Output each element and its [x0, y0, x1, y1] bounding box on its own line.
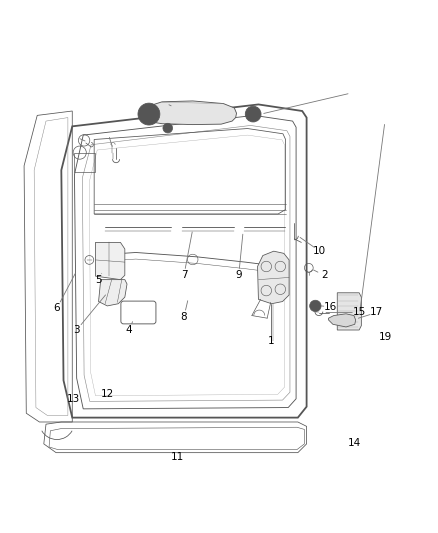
- Polygon shape: [337, 293, 361, 330]
- Text: 4: 4: [126, 325, 133, 335]
- Text: 2: 2: [321, 270, 328, 280]
- Polygon shape: [95, 243, 125, 280]
- Text: 17: 17: [370, 308, 383, 318]
- Text: 16: 16: [324, 302, 337, 312]
- Text: 14: 14: [348, 438, 361, 448]
- Polygon shape: [99, 280, 127, 306]
- Circle shape: [163, 123, 173, 133]
- Polygon shape: [258, 251, 289, 304]
- Text: 1: 1: [268, 336, 275, 346]
- Text: 7: 7: [180, 270, 187, 280]
- Text: 15: 15: [353, 308, 366, 318]
- Text: 10: 10: [313, 246, 326, 256]
- Polygon shape: [328, 314, 356, 327]
- Text: 12: 12: [101, 389, 114, 399]
- Circle shape: [245, 106, 261, 122]
- Text: 8: 8: [180, 312, 187, 322]
- Text: 11: 11: [171, 452, 184, 462]
- Text: 3: 3: [73, 325, 80, 335]
- Text: 9: 9: [235, 270, 242, 280]
- Text: 6: 6: [53, 303, 60, 313]
- Text: 5: 5: [95, 274, 102, 285]
- Polygon shape: [145, 101, 237, 125]
- Circle shape: [249, 110, 257, 118]
- Circle shape: [138, 103, 160, 125]
- Text: 13: 13: [67, 394, 80, 404]
- Text: 19: 19: [379, 332, 392, 342]
- Circle shape: [310, 300, 321, 312]
- Circle shape: [143, 108, 155, 120]
